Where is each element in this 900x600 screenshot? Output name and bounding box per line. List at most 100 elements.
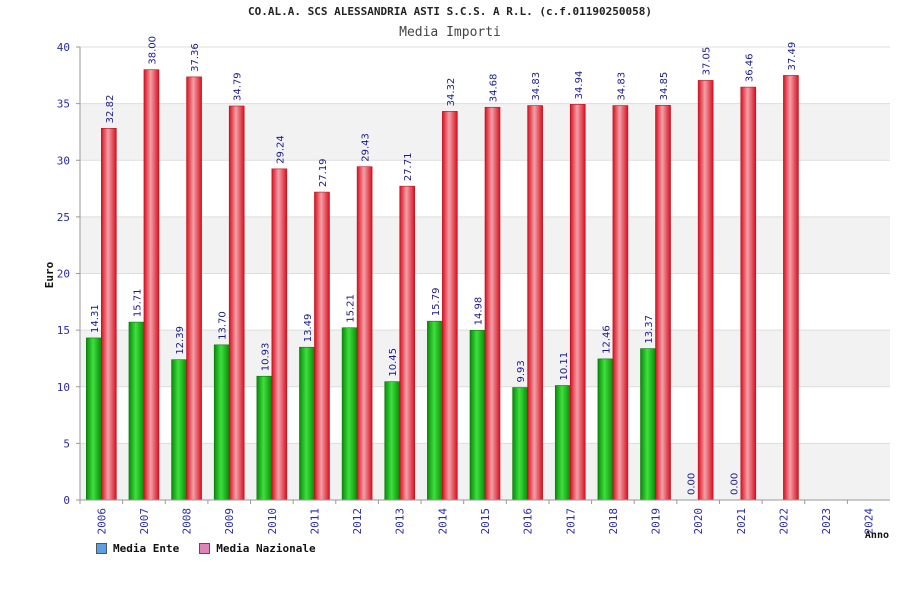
bar-media-nazionale [271, 168, 288, 501]
data-label: 34.94 [574, 71, 585, 100]
x-tick-label: 2022 [777, 508, 790, 535]
data-label: 37.49 [787, 42, 798, 71]
bar-media-ente [427, 320, 443, 501]
chart-title: CO.AL.A. SCS ALESSANDRIA ASTI S.C.S. A R… [248, 5, 652, 18]
data-label: 15.79 [431, 288, 442, 317]
bar-media-nazionale [697, 80, 714, 501]
legend: Media Ente Media Nazionale [96, 542, 316, 555]
x-tick-label: 2009 [223, 508, 236, 535]
legend-swatch-media-ente [96, 543, 107, 554]
data-label: 14.98 [474, 297, 485, 326]
x-tick-label: 2007 [138, 508, 151, 535]
x-tick-label: 2017 [564, 508, 577, 535]
y-tick-label: 10 [57, 381, 70, 394]
bar-media-ente [469, 330, 486, 501]
bar-media-nazionale [314, 191, 330, 501]
x-tick-label: 2018 [607, 508, 620, 535]
bar-media-nazionale [740, 86, 757, 501]
data-label: 10.45 [388, 348, 399, 377]
bar-media-nazionale [442, 111, 458, 501]
bar-media-ente [554, 385, 571, 501]
bar-media-nazionale [612, 105, 629, 501]
x-tick-label: 2016 [522, 508, 535, 535]
bar-media-ente [213, 344, 230, 501]
data-label: 32.82 [105, 95, 116, 124]
bar-media-nazionale [783, 75, 799, 501]
x-tick-label: 2006 [95, 508, 108, 535]
x-tick-label: 2011 [308, 508, 321, 535]
y-tick-label: 5 [63, 437, 70, 450]
data-labels: 14.31 32.82 15.71 38.00 12.39 37.36 13.70 34.79… [90, 36, 798, 495]
x-tick-label: 2015 [479, 508, 492, 535]
x-axis-title: Anno [865, 530, 889, 541]
x-tick-label: 2013 [394, 508, 407, 535]
bar-media-ente [86, 337, 102, 501]
legend-label-media-nazionale: Media Nazionale [216, 542, 316, 555]
axes: 0 5 10 15 20 25 30 35 40 Euro Anno 2006 2007 2008 2009… [43, 41, 890, 541]
legend-item-media-nazionale: Media Nazionale [199, 542, 316, 555]
data-label: 13.70 [218, 311, 229, 340]
data-label: 34.85 [659, 72, 670, 101]
bar-media-nazionale [186, 76, 202, 501]
data-label: 29.43 [361, 133, 372, 162]
bar-media-ente [128, 321, 145, 501]
bar-media-ente [171, 359, 187, 501]
data-label: 10.11 [559, 352, 570, 381]
x-tick-label: 2014 [436, 508, 449, 535]
data-label: 34.83 [616, 72, 627, 101]
y-tick-label: 35 [57, 98, 70, 111]
legend-item-media-ente: Media Ente [96, 542, 179, 555]
chart-subtitle: Media Importi [399, 25, 501, 40]
bar-media-ente [341, 327, 358, 501]
data-label: 12.46 [601, 325, 612, 354]
data-label: 37.05 [702, 47, 713, 76]
bar-media-nazionale [569, 104, 586, 501]
data-label: 0.00 [687, 473, 698, 495]
bar-media-ente [597, 358, 614, 501]
data-label: 9.93 [516, 360, 527, 382]
bar-media-ente [256, 375, 273, 501]
x-tick-label: 2023 [820, 508, 833, 535]
bar-media-nazionale [399, 185, 416, 501]
data-label: 34.79 [233, 72, 244, 101]
x-tick-label: 2020 [692, 508, 705, 535]
bar-media-nazionale [484, 106, 501, 501]
data-label: 27.71 [403, 153, 414, 182]
x-tick-label: 2008 [181, 508, 194, 535]
y-tick-label: 20 [57, 268, 70, 281]
x-tick-label: 2021 [735, 508, 748, 535]
x-tick-label: 2012 [351, 508, 364, 535]
data-label: 36.46 [744, 53, 755, 82]
y-tick-label: 25 [57, 211, 70, 224]
bar-media-nazionale [527, 105, 543, 501]
data-label: 15.21 [346, 294, 357, 323]
y-axis-title: Euro [43, 261, 56, 288]
bar-media-nazionale [228, 105, 245, 501]
bar-media-ente [299, 346, 315, 501]
y-tick-label: 15 [57, 324, 70, 337]
data-label: 0.00 [729, 473, 740, 495]
bar-media-nazionale [143, 69, 160, 501]
data-label: 13.37 [644, 315, 655, 344]
data-label: 29.24 [275, 135, 286, 164]
data-label: 10.93 [260, 343, 271, 372]
data-label: 34.68 [489, 74, 500, 103]
legend-label-media-ente: Media Ente [113, 542, 180, 555]
data-label: 15.71 [132, 288, 143, 317]
y-tick-label: 0 [63, 494, 70, 507]
x-tick-label: 2010 [266, 508, 279, 535]
data-label: 14.31 [90, 304, 101, 333]
bar-media-nazionale [356, 166, 373, 501]
data-label: 38.00 [147, 36, 158, 65]
bar-media-ente [512, 387, 528, 501]
data-label: 27.19 [318, 158, 329, 187]
data-label: 34.83 [531, 72, 542, 101]
y-tick-label: 40 [57, 41, 70, 54]
bar-media-ente [640, 348, 656, 501]
y-tick-label: 30 [57, 154, 70, 167]
legend-swatch-media-nazionale [199, 543, 211, 554]
data-label: 37.36 [190, 43, 201, 72]
data-label: 13.49 [303, 314, 314, 343]
bar-media-nazionale [655, 105, 671, 501]
